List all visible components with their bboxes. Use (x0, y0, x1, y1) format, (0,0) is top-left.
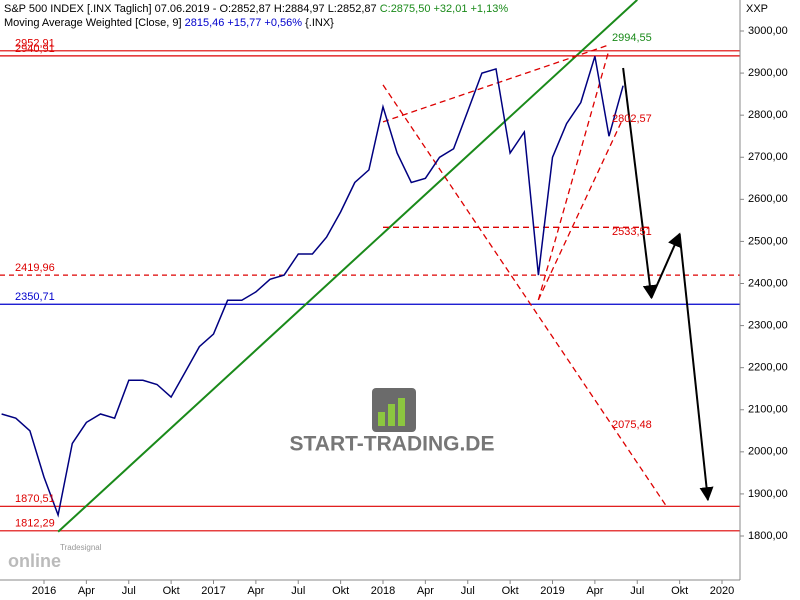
forecast-arrow (622, 67, 657, 300)
logo-bar (388, 404, 395, 426)
x-tick-label: Jul (630, 585, 644, 597)
level-label: 2350,71 (15, 291, 55, 303)
y-tick-label: 2400,00 (748, 277, 788, 289)
x-tick-label: 2018 (371, 585, 395, 597)
vendor-text: Tradesignal (60, 543, 102, 552)
x-tick-label: Okt (332, 585, 349, 597)
y-axis-label: XXP (746, 3, 768, 15)
product-text: online (8, 551, 61, 571)
annotation: 2994,55 (612, 32, 652, 44)
level-label: 2940,91 (15, 43, 55, 55)
header-line2: Moving Average Weighted [Close, 9] 2815,… (4, 17, 334, 29)
x-tick-label: Okt (502, 585, 519, 597)
level-label: 1812,29 (15, 518, 55, 530)
y-tick-label: 2500,00 (748, 235, 788, 247)
x-tick-label: 2020 (710, 585, 734, 597)
forecast-arrow (650, 232, 681, 299)
x-tick-label: Okt (163, 585, 180, 597)
x-tick-label: Apr (586, 585, 603, 597)
y-tick-label: 1800,00 (748, 530, 788, 542)
logo-bar (378, 412, 385, 426)
y-tick-label: 2000,00 (748, 446, 788, 458)
y-tick-label: 3000,00 (748, 25, 788, 37)
x-tick-label: Jul (291, 585, 305, 597)
x-tick-label: Jul (122, 585, 136, 597)
header-line1: S&P 500 INDEX [.INX Taglich] 07.06.2019 … (4, 3, 508, 15)
level-label: 2952,91 (15, 38, 55, 50)
logo-text: START-TRADING.DE (290, 433, 495, 456)
level-label: 2419,96 (15, 262, 55, 274)
header-indicator: Moving Average Weighted [Close, 9] (4, 17, 182, 29)
header-values: 2815,46 +15,77 +0,56% (185, 17, 303, 29)
plot (0, 0, 740, 533)
y-tick-label: 2700,00 (748, 151, 788, 163)
level-label: 1870,51 (15, 493, 55, 505)
x-tick-label: Apr (247, 585, 264, 597)
x-tick-label: 2016 (32, 585, 56, 597)
header-change: C:2875,50 +32,01 +1,13% (380, 3, 509, 15)
x-tick-label: Okt (671, 585, 688, 597)
y-tick-label: 2800,00 (748, 109, 788, 121)
annotation: 2533,51 (612, 226, 652, 238)
trendline (382, 84, 667, 506)
logo: START-TRADING.DE Tradesignal online (8, 388, 494, 571)
x-tick-label: 2017 (201, 585, 225, 597)
y-tick-label: 2100,00 (748, 404, 788, 416)
y-tick-label: 2600,00 (748, 193, 788, 205)
y-tick-label: 1900,00 (748, 488, 788, 500)
forecast-arrow (678, 233, 714, 502)
trendline (57, 0, 638, 533)
y-tick-label: 2300,00 (748, 319, 788, 331)
x-tick-label: Apr (78, 585, 95, 597)
x-tick-label: Apr (417, 585, 434, 597)
logo-bar (398, 398, 405, 426)
y-tick-label: 2900,00 (748, 67, 788, 79)
trendline (537, 49, 610, 301)
x-tick-label: 2019 (540, 585, 564, 597)
header-source: {.INX} (305, 17, 334, 29)
x-tick-label: Jul (461, 585, 475, 597)
annotation: 2075,48 (612, 419, 652, 431)
header-instrument: S&P 500 INDEX [.INX Taglich] 07.06.2019 … (4, 3, 377, 15)
y-tick-label: 2200,00 (748, 362, 788, 374)
price-line (1, 56, 624, 518)
trendline (537, 117, 624, 301)
annotation: 2802,57 (612, 113, 652, 125)
